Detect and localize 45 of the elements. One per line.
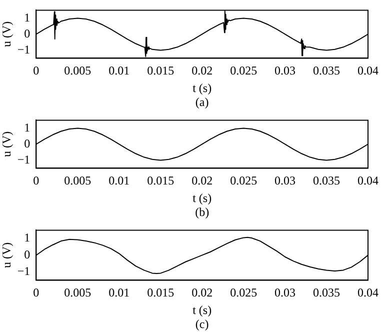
x-tick-label: 0.03 xyxy=(274,286,296,300)
text: (b) xyxy=(195,205,210,220)
y-tick-label: −1 xyxy=(17,152,30,166)
y-tick-label: 0 xyxy=(24,26,30,40)
text: (a) xyxy=(195,95,209,110)
x-axis-title: t (s) xyxy=(192,190,212,205)
y-axis-title: u (V) xyxy=(0,131,14,158)
y-axis-title: u (V) xyxy=(0,21,14,48)
x-tick-label: 0.015 xyxy=(147,64,174,78)
y-tick-label: 0 xyxy=(24,136,30,150)
x-tick-label: 0.03 xyxy=(274,64,296,78)
x-tick-label: 0.005 xyxy=(64,286,92,300)
y-axis-title: u (V) xyxy=(0,242,14,268)
y-tick-label: 1 xyxy=(24,10,30,24)
x-tick-label: 0.005 xyxy=(64,174,92,188)
x-tick-label: 0.04 xyxy=(358,286,378,300)
x-tick-label: 0.025 xyxy=(230,286,258,300)
x-tick-label: 0.01 xyxy=(108,64,130,78)
x-tick-label: 0.01 xyxy=(108,286,130,300)
x-tick-label: 0.015 xyxy=(147,286,174,300)
x-axis-title: t (s) xyxy=(192,80,212,95)
x-tick-label: 0.035 xyxy=(313,64,340,78)
x-tick-label: 0.04 xyxy=(358,64,378,78)
x-tick-label: 0.035 xyxy=(313,286,340,300)
x-tick-label: 0.02 xyxy=(192,286,213,300)
x-tick-label: 0.035 xyxy=(313,174,340,188)
x-tick-label: 0 xyxy=(33,286,40,300)
y-tick-label: −1 xyxy=(17,42,30,56)
y-tick-label: −1 xyxy=(17,264,30,278)
x-tick-label: 0.005 xyxy=(64,64,92,78)
x-tick-label: 0.04 xyxy=(358,174,378,188)
x-tick-label: 0.02 xyxy=(192,174,213,188)
y-tick-label: 0 xyxy=(24,247,30,262)
y-tick-label: 1 xyxy=(24,230,30,245)
x-tick-label: 0 xyxy=(33,174,40,188)
x-axis-title: t (s) xyxy=(192,302,212,317)
x-tick-label: 0.015 xyxy=(147,174,174,188)
text: (c) xyxy=(195,317,209,332)
x-tick-label: 0.03 xyxy=(274,174,296,188)
x-tick-label: 0 xyxy=(33,64,40,78)
y-tick-label: 1 xyxy=(24,120,30,134)
x-tick-label: 0.025 xyxy=(230,174,258,188)
x-tick-label: 0.01 xyxy=(108,174,130,188)
x-tick-label: 0.02 xyxy=(192,64,213,78)
x-tick-label: 0.025 xyxy=(230,64,258,78)
